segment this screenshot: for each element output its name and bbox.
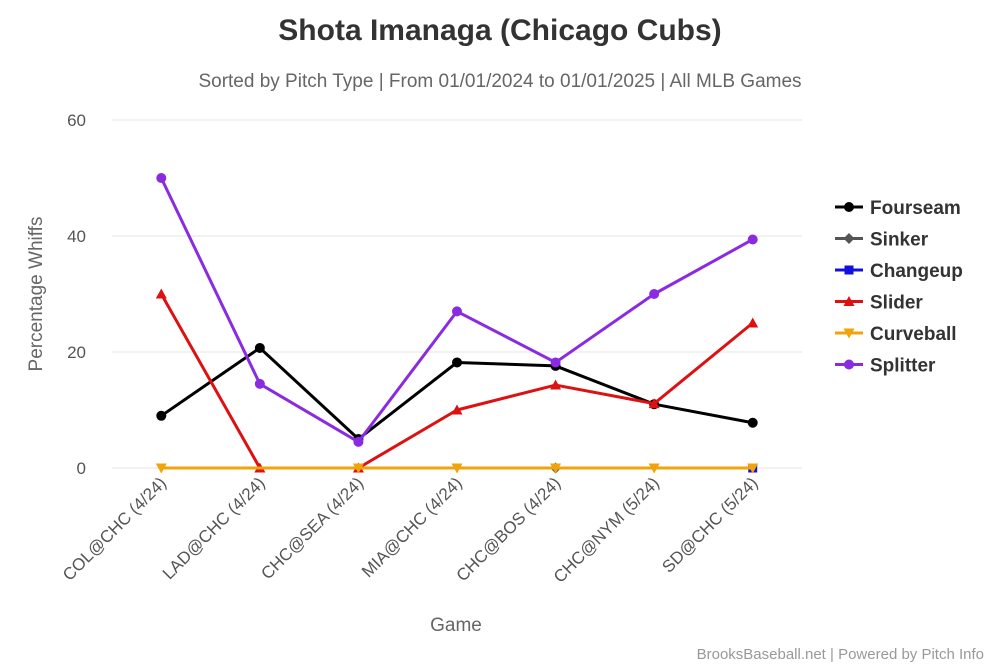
data-point-fourseam[interactable]: [747, 417, 758, 428]
legend-label: Splitter: [870, 356, 936, 377]
data-point-splitter[interactable]: [353, 436, 364, 447]
data-point-fourseam[interactable]: [452, 357, 462, 368]
data-point-splitter[interactable]: [649, 289, 660, 299]
legend-item-fourseam[interactable]: Fourseam: [835, 198, 961, 219]
data-point-splitter[interactable]: [452, 306, 462, 317]
data-point-fourseam[interactable]: [254, 342, 265, 353]
legend-swatch-marker[interactable]: [843, 296, 855, 306]
legend-label: Sinker: [870, 230, 929, 251]
data-point-splitter[interactable]: [254, 378, 265, 389]
legend-item-curveball[interactable]: Curveball: [835, 324, 957, 345]
legend-item-changeup[interactable]: Changeup: [835, 261, 963, 282]
data-point-slider[interactable]: [747, 317, 759, 328]
data-point-splitter[interactable]: [747, 234, 758, 245]
x-tick-label: CHC@NYM (5/24): [550, 473, 663, 586]
legend-item-sinker[interactable]: Sinker: [835, 230, 929, 251]
legend-swatch-marker[interactable]: [843, 233, 855, 244]
legend-swatch-marker[interactable]: [844, 202, 854, 212]
y-tick-label: 0: [77, 459, 86, 478]
data-point-fourseam[interactable]: [156, 410, 167, 421]
y-tick-label: 20: [67, 343, 86, 362]
legend-label: Changeup: [870, 261, 963, 282]
data-point-curveball[interactable]: [648, 463, 660, 474]
data-point-slider[interactable]: [550, 379, 562, 390]
x-tick-label: CHC@SEA (4/24): [257, 473, 367, 583]
series-splitter: [156, 173, 758, 447]
legend-label: Fourseam: [870, 198, 961, 219]
legend-item-splitter[interactable]: Splitter: [835, 356, 936, 377]
legend-label: Curveball: [870, 324, 957, 345]
x-tick-label: COL@CHC (4/24): [59, 473, 170, 584]
legend: Fourseam Sinker Changeup Slider Curveball Spl…: [835, 198, 963, 377]
legend-item-slider[interactable]: Slider: [835, 293, 923, 314]
legend-swatch-marker[interactable]: [844, 265, 854, 275]
legend-label: Slider: [870, 293, 923, 314]
x-tick-label: MIA@CHC (4/24): [358, 473, 466, 581]
legend-swatch-marker[interactable]: [844, 359, 854, 370]
y-tick-label: 40: [67, 227, 86, 246]
y-axis-title: Percentage Whiffs: [26, 217, 47, 372]
data-point-splitter[interactable]: [550, 357, 561, 368]
x-axis-title: Game: [430, 615, 482, 636]
x-axis-ticks: COL@CHC (4/24)LAD@CHC (4/24)CHC@SEA (4/2…: [59, 473, 762, 586]
series-line-slider[interactable]: [159, 293, 754, 470]
y-axis-ticks: 0 20 40 60: [67, 111, 86, 478]
chart-subtitle: Sorted by Pitch Type | From 01/01/2024 t…: [198, 71, 801, 92]
y-tick-label: 60: [67, 111, 86, 130]
series-curveball: [155, 463, 759, 474]
data-point-curveball[interactable]: [352, 463, 364, 474]
data-point-slider[interactable]: [155, 288, 167, 299]
x-tick-label: LAD@CHC (4/24): [159, 473, 269, 583]
chart-title: Shota Imanaga (Chicago Cubs): [278, 14, 721, 47]
series-layer: [155, 173, 759, 474]
data-point-curveball[interactable]: [155, 463, 167, 474]
x-tick-label: CHC@BOS (4/24): [453, 473, 565, 585]
data-point-curveball[interactable]: [550, 463, 562, 474]
data-point-slider[interactable]: [648, 398, 660, 409]
data-point-splitter[interactable]: [156, 173, 167, 183]
legend-swatch-marker[interactable]: [843, 328, 855, 339]
data-point-slider[interactable]: [451, 404, 463, 415]
x-tick-label: SD@CHC (5/24): [658, 473, 761, 576]
credits-text[interactable]: BrooksBaseball.net | Powered by Pitch In…: [697, 646, 984, 663]
data-point-curveball[interactable]: [451, 463, 463, 474]
data-point-curveball[interactable]: [747, 463, 759, 474]
